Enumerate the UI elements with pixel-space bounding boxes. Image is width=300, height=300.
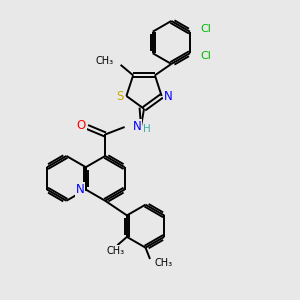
Text: S: S bbox=[116, 90, 124, 103]
Text: CH₃: CH₃ bbox=[95, 56, 113, 66]
Text: N: N bbox=[76, 183, 85, 196]
Text: Cl: Cl bbox=[200, 24, 211, 34]
Text: O: O bbox=[77, 119, 86, 132]
Text: CH₃: CH₃ bbox=[154, 258, 172, 268]
Text: Cl: Cl bbox=[200, 51, 211, 61]
Text: H: H bbox=[143, 124, 151, 134]
Text: N: N bbox=[164, 90, 172, 103]
Text: CH₃: CH₃ bbox=[107, 246, 125, 256]
Text: N: N bbox=[133, 120, 141, 133]
